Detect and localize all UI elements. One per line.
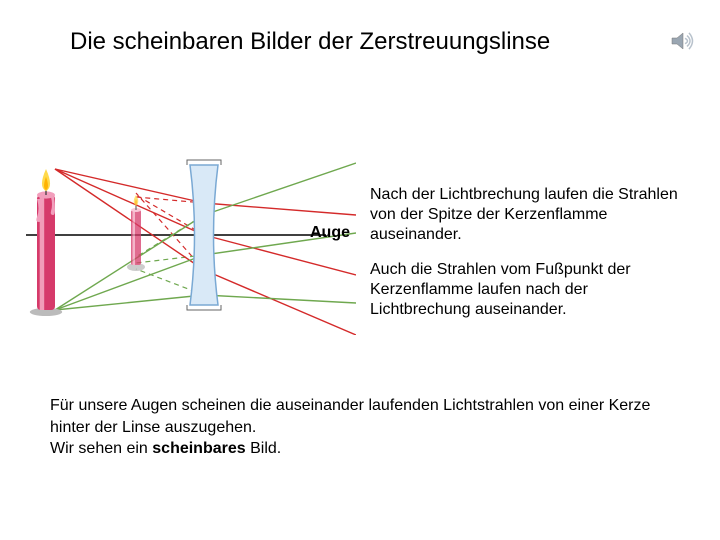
page-title: Die scheinbaren Bilder der Zerstreuungsl… bbox=[70, 28, 550, 56]
lens-diagram bbox=[26, 155, 356, 335]
audio-icon bbox=[670, 30, 698, 52]
bottom-line-2b: scheinbares bbox=[152, 440, 245, 457]
paragraph-2: Auch die Strahlen vom Fußpunkt der Kerze… bbox=[370, 260, 690, 320]
axis-label-auge: Auge bbox=[310, 224, 350, 242]
paragraph-1: Nach der Lichtbrechung laufen die Strahl… bbox=[370, 185, 690, 245]
bottom-line-2c: Bild. bbox=[246, 440, 282, 457]
bottom-line-2a: Wir sehen ein bbox=[50, 440, 152, 457]
bottom-paragraph: Für unsere Augen scheinen die auseinande… bbox=[50, 395, 670, 460]
bottom-line-1: Für unsere Augen scheinen die auseinande… bbox=[50, 397, 650, 436]
